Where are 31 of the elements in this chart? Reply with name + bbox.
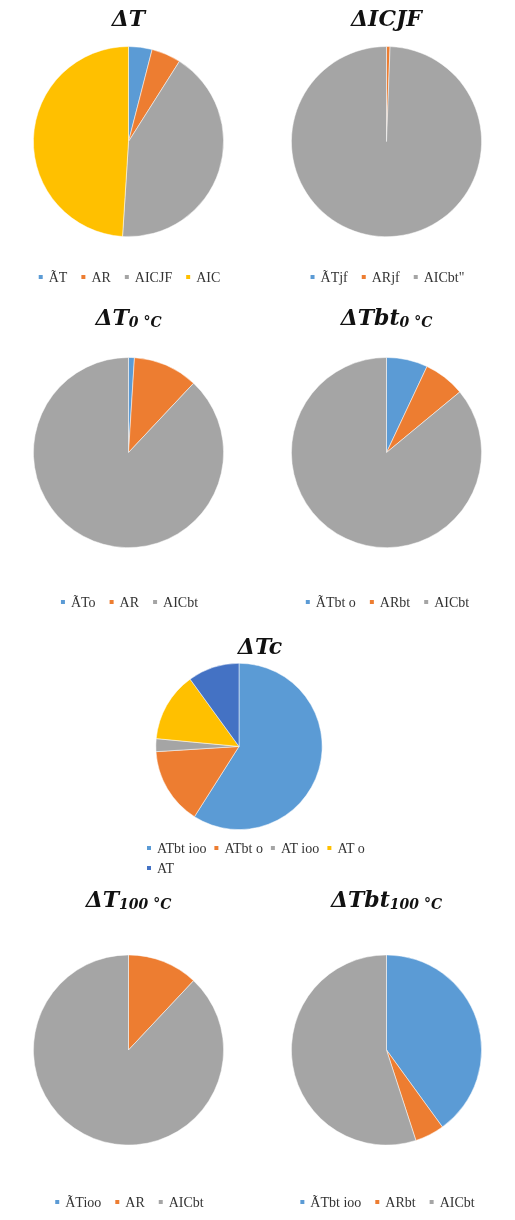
legend-label: AICbt bbox=[439, 1194, 475, 1210]
chart-title: ΔT bbox=[110, 5, 147, 31]
legend-label: AR bbox=[125, 1194, 146, 1210]
legend-label: ÃTo bbox=[70, 594, 96, 610]
legend-label: AT o bbox=[337, 840, 365, 856]
legend-label: AICJF bbox=[134, 269, 173, 285]
legend-label: AICbt bbox=[434, 594, 470, 610]
legend-label: ARjf bbox=[371, 269, 401, 285]
chart-title: ΔTc bbox=[236, 633, 283, 659]
legend-label: ARbt bbox=[385, 1194, 416, 1210]
legend-label: ÃTioo bbox=[65, 1194, 102, 1210]
legend-label: ÃT bbox=[48, 269, 68, 285]
chart-title: ΔT100 °C bbox=[84, 886, 172, 912]
chart-title: ΔTbt0 °C bbox=[339, 304, 433, 330]
legend-label: ATbt ioo bbox=[157, 840, 207, 856]
chart-title: ΔT0 °C bbox=[94, 304, 162, 330]
legend-label: AT ioo bbox=[280, 840, 320, 856]
legend-label: AICbt" bbox=[423, 269, 465, 285]
legend-label: ÃTbt o bbox=[315, 594, 356, 610]
legend-label: ÃTjf bbox=[320, 269, 349, 285]
legend-label: ÃTbt ioo bbox=[310, 1194, 362, 1210]
legend-label: AICbt bbox=[168, 1194, 204, 1210]
legend-label: ATbt o bbox=[224, 840, 263, 856]
legend-label: AR bbox=[119, 594, 140, 610]
legend-label: AIC bbox=[196, 269, 221, 285]
legend-label: ARbt bbox=[379, 594, 411, 610]
legend-label: AT bbox=[157, 860, 175, 876]
legend-label: AICbt bbox=[163, 594, 199, 610]
chart-title: ΔTbt100 °C bbox=[329, 886, 443, 912]
chart-title: ΔICJF bbox=[350, 5, 424, 31]
legend-label: AR bbox=[91, 269, 112, 285]
